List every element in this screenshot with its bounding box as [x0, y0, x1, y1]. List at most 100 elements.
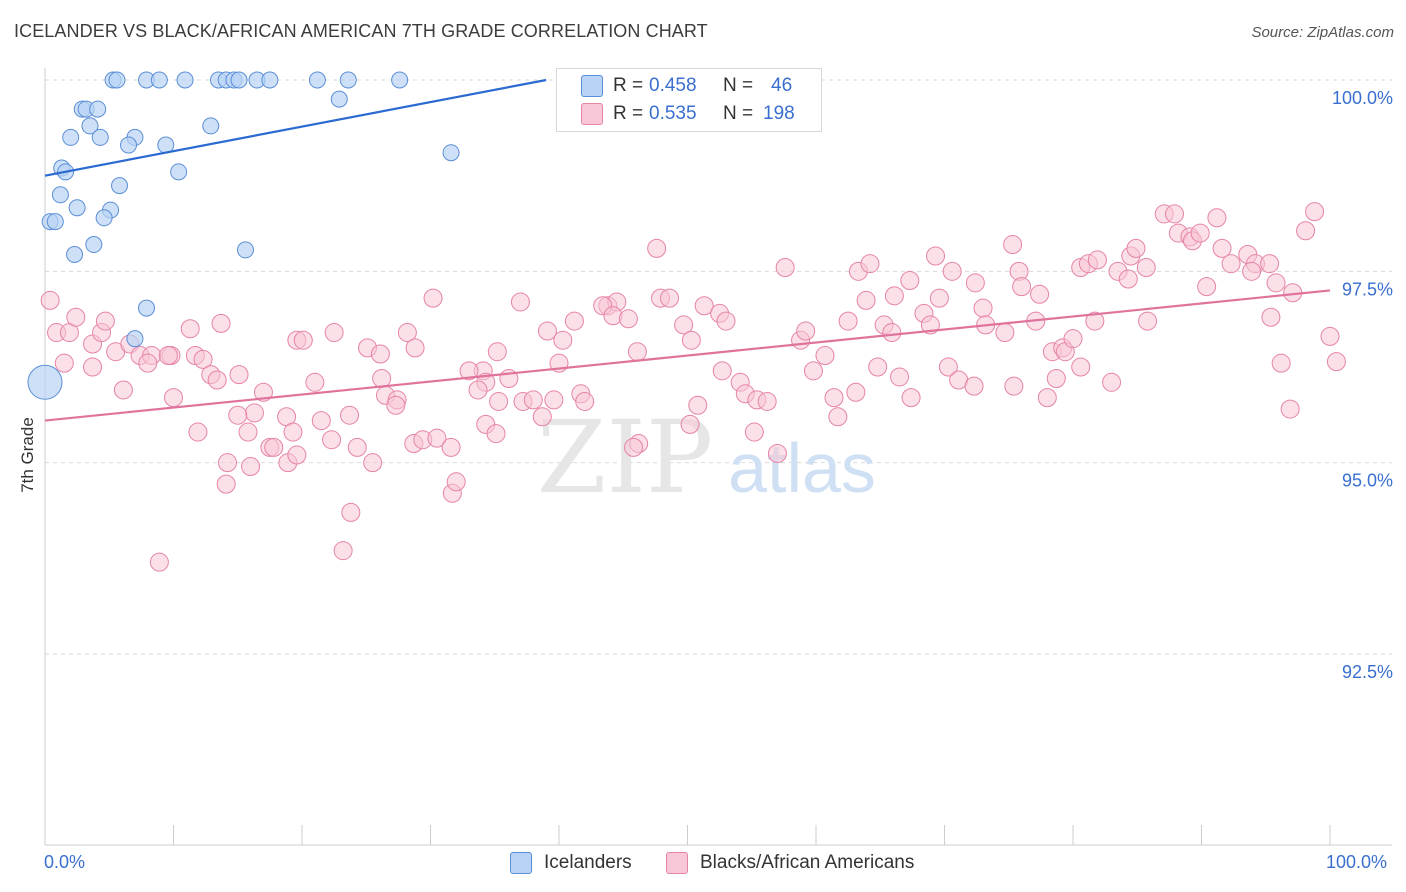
r-label: R = — [613, 103, 644, 124]
data-point-blacks — [712, 361, 732, 381]
data-point-blacks — [83, 357, 103, 377]
data-point-blacks — [995, 323, 1015, 343]
data-point-blacks — [537, 321, 557, 341]
data-point-blacks — [716, 311, 736, 331]
data-point-icelanders — [51, 186, 69, 204]
legend-item-icelanders[interactable]: Icelanders — [510, 852, 632, 874]
data-point-icelanders — [236, 241, 254, 259]
data-point-blacks — [884, 286, 904, 306]
trend-line-icelanders — [44, 78, 547, 177]
data-point-icelanders — [230, 71, 248, 89]
data-point-blacks — [211, 313, 231, 333]
data-point-blacks — [973, 298, 993, 318]
data-point-blacks — [241, 456, 261, 476]
data-point-blacks — [397, 323, 417, 343]
x-tick-label-max: 100.0% — [1326, 852, 1388, 872]
data-point-blacks — [1296, 221, 1316, 241]
n-value: 198 — [763, 103, 795, 124]
y-tick-labels: 92.5% 95.0% 97.5% 100.0% — [1332, 88, 1393, 682]
data-point-blacks — [1190, 223, 1210, 243]
data-point-icelanders — [27, 364, 63, 400]
data-point-blacks — [322, 430, 342, 450]
data-point-blacks — [207, 370, 227, 390]
data-point-blacks — [775, 258, 795, 278]
data-point-icelanders — [442, 144, 460, 162]
data-point-blacks — [1320, 326, 1340, 346]
data-point-blacks — [964, 376, 984, 396]
data-point-icelanders — [150, 71, 168, 89]
data-point-blacks — [627, 342, 647, 362]
data-point-icelanders — [46, 213, 64, 231]
data-point-blacks — [624, 437, 644, 457]
data-point-blacks — [405, 338, 425, 358]
data-point-blacks — [487, 342, 507, 362]
data-point-blacks — [1326, 352, 1346, 372]
data-point-blacks — [868, 357, 888, 377]
blacks-swatch — [666, 852, 688, 874]
trend-line-blacks — [44, 289, 1331, 422]
data-point-blacks — [1280, 399, 1300, 419]
data-point-blacks — [901, 388, 921, 408]
data-point-blacks — [54, 353, 74, 373]
data-point-icelanders — [85, 236, 103, 254]
data-point-icelanders — [138, 299, 156, 317]
data-point-blacks — [193, 349, 213, 369]
legend-item-blacks[interactable]: Blacks/African Americans — [666, 852, 914, 874]
data-point-blacks — [929, 288, 949, 308]
data-point-blacks — [1260, 254, 1280, 274]
data-point-blacks — [40, 290, 60, 310]
data-point-blacks — [486, 424, 506, 444]
y-tick-label: 97.5% — [1342, 279, 1393, 299]
n-label: N = — [723, 103, 754, 124]
data-point-icelanders — [81, 117, 99, 135]
data-point-blacks — [1004, 376, 1024, 396]
data-point-blacks — [158, 346, 178, 366]
data-point-blacks — [1102, 372, 1122, 392]
icelanders-swatch — [581, 75, 603, 97]
icelanders-swatch — [510, 852, 532, 874]
data-point-blacks — [1197, 277, 1217, 297]
n-value: 46 — [771, 75, 793, 96]
r-label: R = — [613, 75, 644, 96]
data-point-blacks — [553, 330, 573, 350]
data-point-blacks — [1212, 238, 1232, 258]
data-point-blacks — [66, 307, 86, 327]
data-point-blacks — [803, 361, 823, 381]
data-point-blacks — [532, 407, 552, 427]
data-point-icelanders — [62, 128, 80, 146]
data-point-blacks — [796, 321, 816, 341]
axes — [44, 68, 1392, 846]
data-point-blacks — [900, 271, 920, 291]
data-point-blacks — [1261, 307, 1281, 327]
data-point-blacks — [660, 288, 680, 308]
data-point-icelanders — [68, 199, 86, 217]
data-point-blacks — [1207, 208, 1227, 228]
data-point-blacks — [423, 288, 443, 308]
r-value: 0.458 — [649, 75, 697, 96]
data-point-icelanders — [91, 128, 109, 146]
data-point-icelanders — [330, 90, 348, 108]
chart-title: ICELANDER VS BLACK/AFRICAN AMERICAN 7TH … — [14, 21, 708, 41]
data-point-icelanders — [391, 71, 409, 89]
r-value: 0.535 — [649, 103, 697, 124]
data-point-blacks — [468, 380, 488, 400]
data-point-icelanders — [261, 71, 279, 89]
data-point-icelanders — [66, 245, 84, 263]
data-point-blacks — [965, 273, 985, 293]
data-point-blacks — [1138, 311, 1158, 331]
data-point-blacks — [1305, 202, 1325, 222]
y-tick-label: 95.0% — [1342, 471, 1393, 491]
data-point-blacks — [744, 422, 764, 442]
data-point-blacks — [441, 437, 461, 457]
data-point-blacks — [828, 407, 848, 427]
data-point-blacks — [860, 254, 880, 274]
x-tick-label-min: 0.0% — [44, 852, 86, 872]
data-point-blacks — [680, 414, 700, 434]
data-point-blacks — [1242, 261, 1262, 281]
data-point-blacks — [305, 372, 325, 392]
source-label: Source: ZipAtlas.com — [1251, 24, 1394, 41]
data-point-blacks — [1087, 250, 1107, 270]
data-point-blacks — [370, 344, 390, 364]
data-point-blacks — [180, 319, 200, 339]
